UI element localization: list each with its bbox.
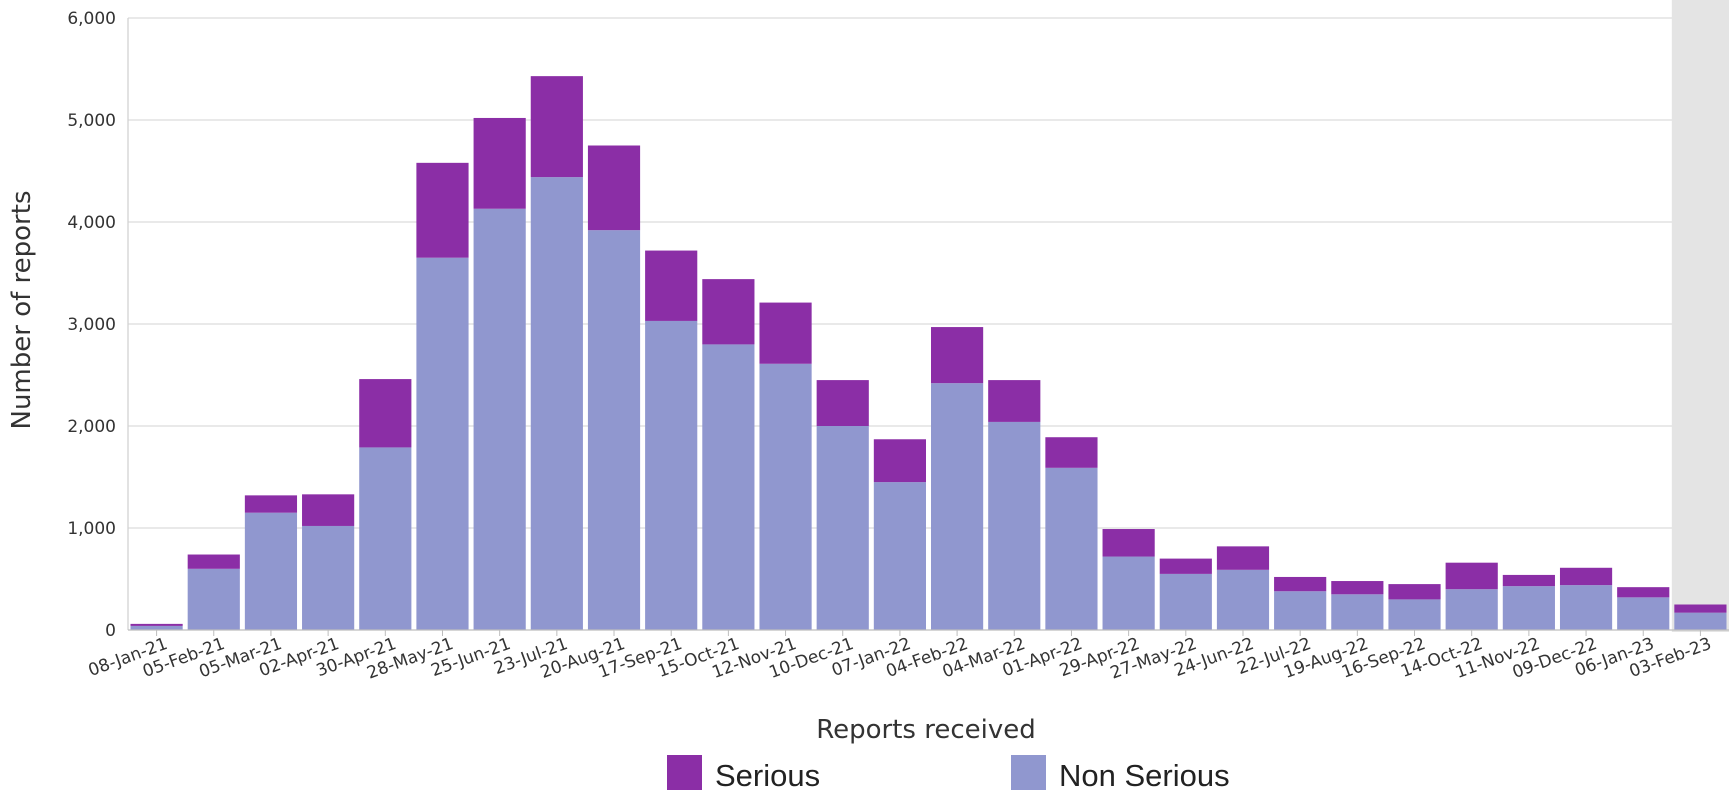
bar-non-serious bbox=[1159, 573, 1212, 630]
bar-serious bbox=[816, 380, 869, 426]
y-tick-label: 6,000 bbox=[67, 9, 116, 29]
bar-serious bbox=[530, 76, 583, 178]
bar-serious bbox=[587, 145, 641, 231]
bar-serious bbox=[1617, 587, 1670, 598]
bar-serious bbox=[759, 302, 812, 364]
x-tick-labels: 08-Jan-2105-Feb-2105-Mar-2102-Apr-2130-A… bbox=[86, 630, 1714, 684]
bar-serious bbox=[988, 380, 1041, 422]
y-tick-labels: 0 1,000 2,000 3,000 4,000 5,000 6,000 bbox=[67, 9, 116, 641]
bar-non-serious bbox=[931, 383, 984, 630]
bar-serious bbox=[1388, 584, 1441, 600]
bar-serious bbox=[359, 379, 412, 448]
axes-group bbox=[127, 18, 1729, 631]
legend: Serious Non Serious bbox=[667, 755, 1230, 793]
bar-serious bbox=[702, 279, 755, 345]
bar-serious bbox=[931, 327, 984, 384]
bar-non-serious bbox=[359, 447, 412, 630]
legend-label-serious: Serious bbox=[715, 758, 820, 793]
bar-non-serious bbox=[873, 482, 926, 630]
bar-non-serious bbox=[130, 625, 183, 630]
bar-non-serious bbox=[187, 568, 240, 630]
y-tick-label: 5,000 bbox=[67, 111, 116, 131]
bar-serious bbox=[302, 494, 355, 526]
legend-swatch-serious bbox=[667, 755, 702, 790]
bar-non-serious bbox=[1388, 599, 1441, 630]
bar-serious bbox=[416, 162, 469, 258]
bar-non-serious bbox=[1216, 569, 1270, 630]
bar-serious bbox=[1216, 546, 1270, 570]
bar-non-serious bbox=[302, 525, 355, 630]
bar-serious bbox=[645, 250, 698, 321]
bar-serious bbox=[1274, 576, 1327, 592]
bar-serious bbox=[873, 439, 926, 483]
bar-non-serious bbox=[1045, 467, 1098, 630]
bar-non-serious bbox=[702, 344, 755, 630]
bar-non-serious bbox=[988, 421, 1041, 630]
bar-non-serious bbox=[1674, 612, 1727, 630]
bars-group bbox=[130, 76, 1727, 631]
bar-serious bbox=[1502, 574, 1555, 587]
bar-serious bbox=[1559, 567, 1613, 586]
y-tick-label: 1,000 bbox=[67, 519, 116, 539]
bar-serious bbox=[1445, 562, 1498, 590]
bar-serious bbox=[473, 117, 526, 209]
bar-non-serious bbox=[416, 257, 469, 630]
bar-serious bbox=[1045, 437, 1098, 468]
y-tick-label: 0 bbox=[105, 621, 116, 641]
bar-serious bbox=[244, 495, 298, 513]
bar-non-serious bbox=[1502, 586, 1555, 630]
bar-non-serious bbox=[1445, 589, 1498, 630]
legend-label-non-serious: Non Serious bbox=[1059, 758, 1230, 793]
bar-serious bbox=[1102, 529, 1155, 557]
y-tick-label: 3,000 bbox=[67, 315, 116, 335]
bar-non-serious bbox=[1559, 585, 1613, 630]
legend-swatch-non-serious bbox=[1011, 755, 1046, 790]
x-axis-title: Reports received bbox=[816, 715, 1036, 745]
bar-serious bbox=[1159, 558, 1212, 574]
y-axis-title: Number of reports bbox=[7, 191, 37, 430]
bar-non-serious bbox=[645, 320, 698, 630]
y-tick-label: 4,000 bbox=[67, 213, 116, 233]
bar-non-serious bbox=[530, 177, 583, 630]
bar-non-serious bbox=[244, 512, 298, 630]
bar-serious bbox=[1674, 604, 1727, 613]
bar-non-serious bbox=[1274, 591, 1327, 630]
bar-serious bbox=[1331, 581, 1384, 595]
bar-serious bbox=[130, 623, 183, 626]
bar-non-serious bbox=[1102, 556, 1155, 630]
bar-non-serious bbox=[1331, 594, 1384, 630]
bar-non-serious bbox=[473, 208, 526, 631]
bar-non-serious bbox=[816, 426, 869, 630]
bar-serious bbox=[187, 554, 240, 569]
bar-non-serious bbox=[1617, 597, 1670, 630]
bar-non-serious bbox=[759, 363, 812, 630]
y-tick-label: 2,000 bbox=[67, 417, 116, 437]
highlight-band bbox=[1671, 0, 1729, 632]
bar-non-serious bbox=[587, 230, 641, 630]
